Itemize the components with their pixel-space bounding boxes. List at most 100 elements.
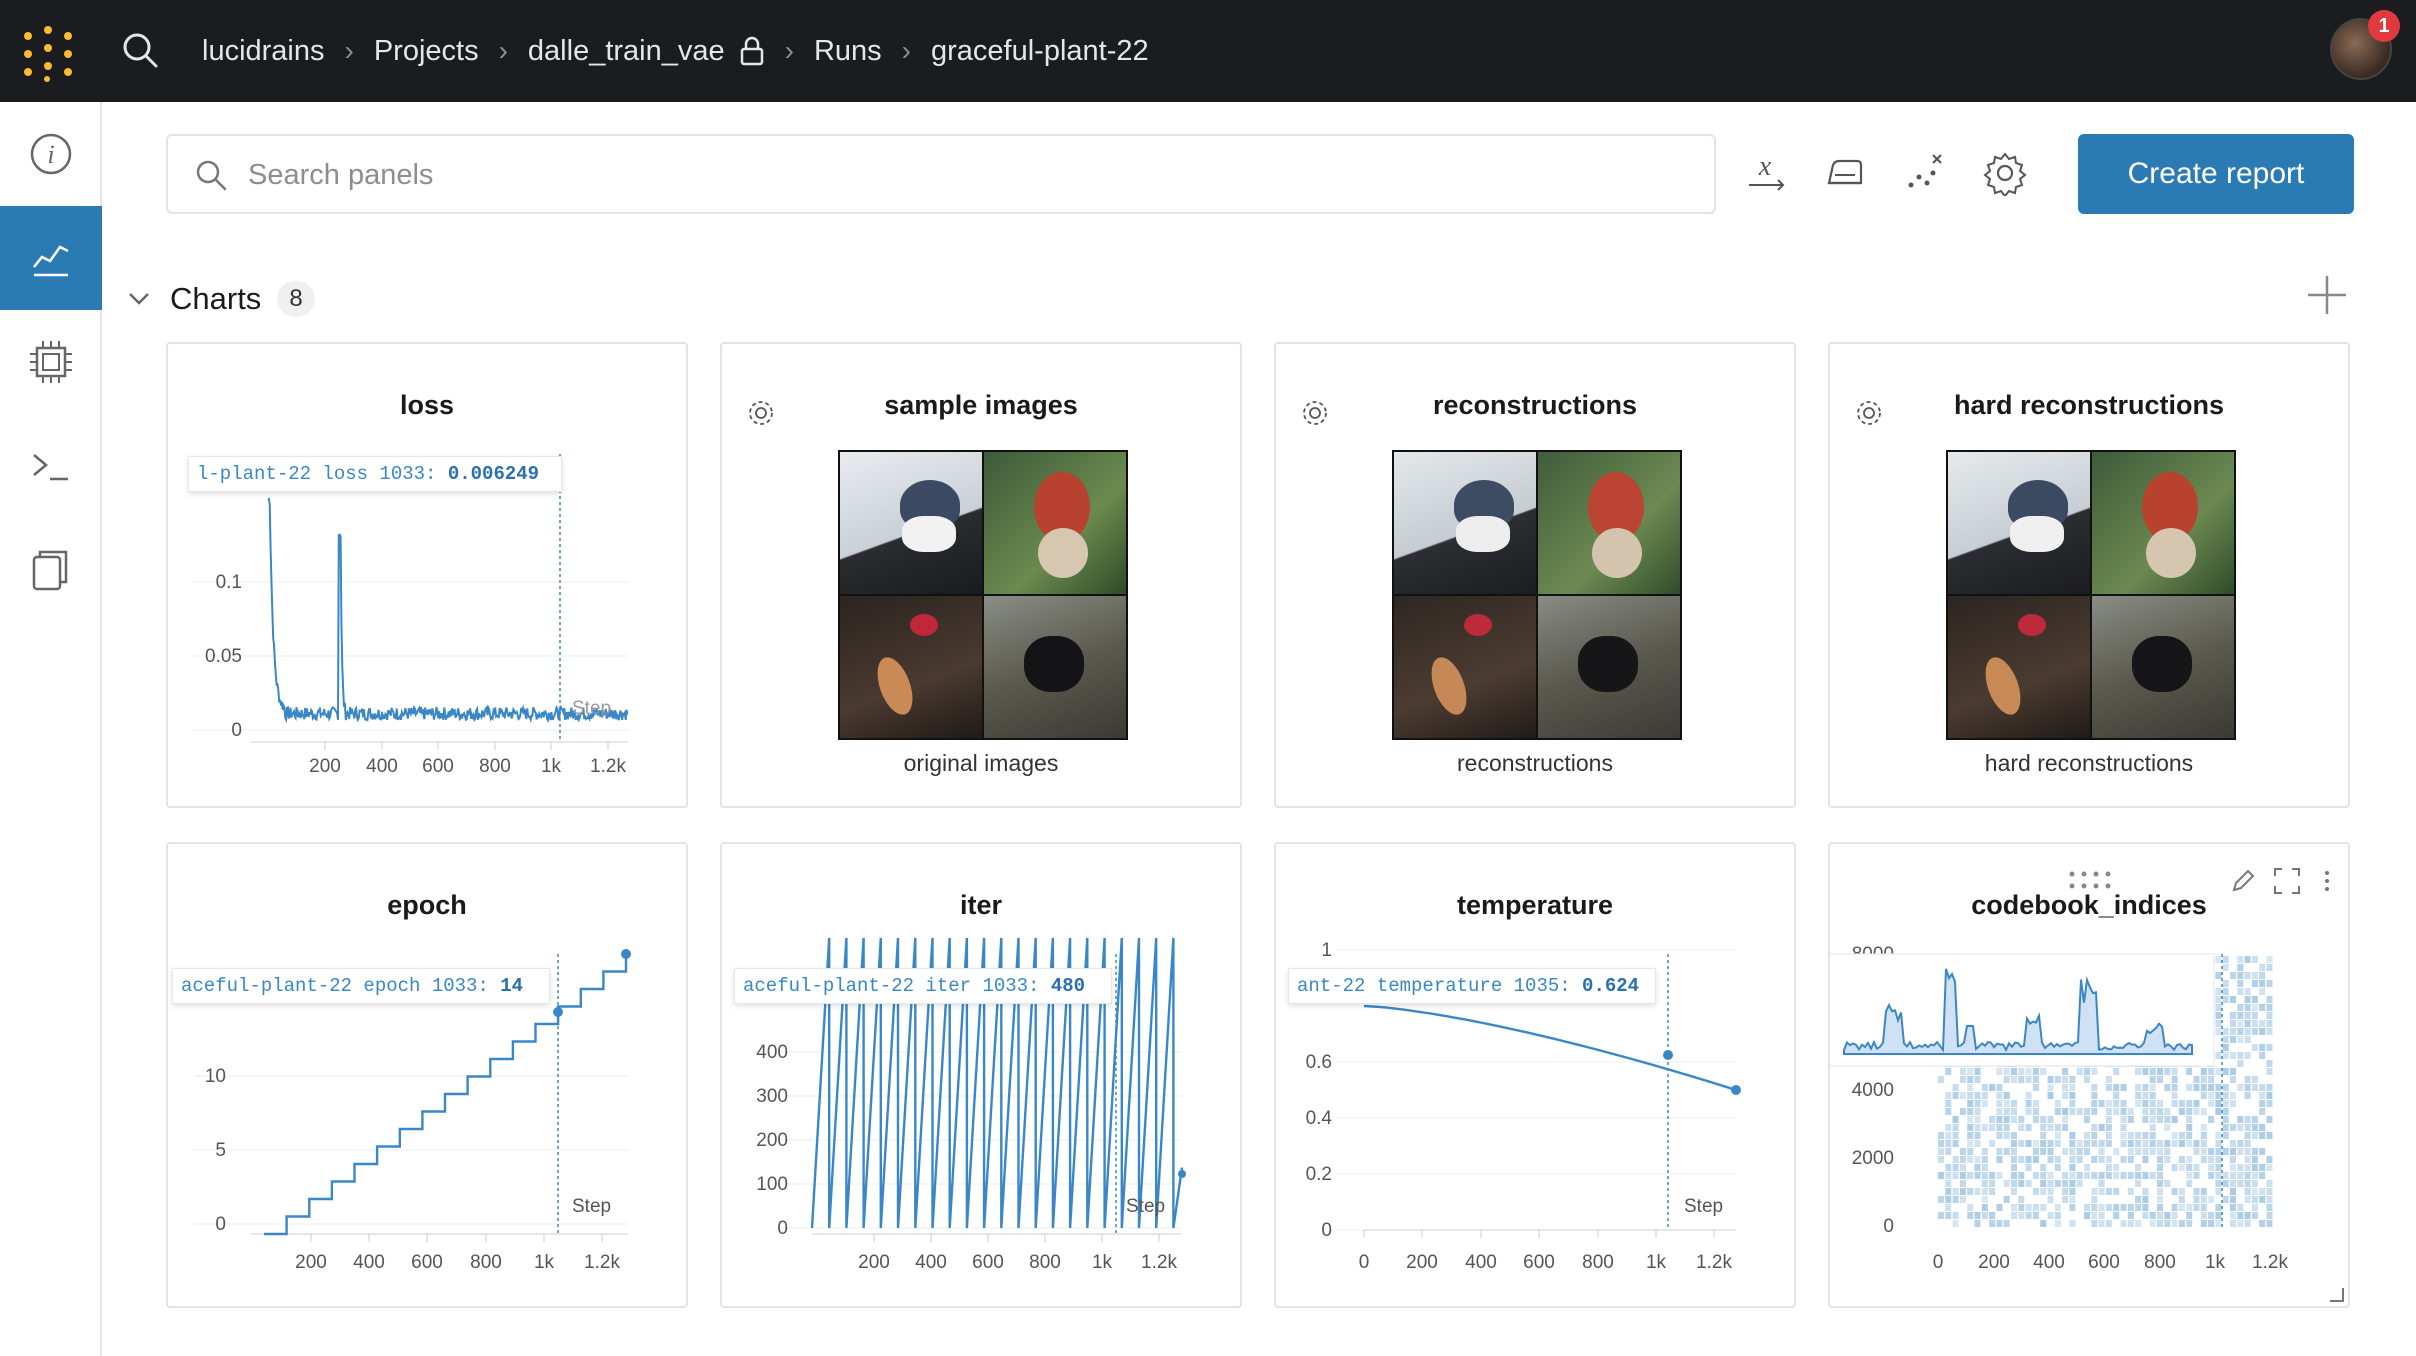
- settings-button[interactable]: [1980, 146, 2030, 200]
- panel-epoch[interactable]: epoch 10 5 0 200 400 600 800 1k 1.2k Ste…: [166, 842, 688, 1308]
- heatmap-cell: [2047, 1156, 2054, 1163]
- gear-icon[interactable]: [746, 398, 776, 428]
- heatmap-cell: [1974, 1220, 1981, 1227]
- heatmap-cell: [2025, 1100, 2032, 1107]
- search-icon[interactable]: [120, 30, 160, 70]
- heatmap-cell: [2127, 1108, 2134, 1115]
- heatmap-cell: [2047, 1212, 2054, 1219]
- heatmap-cell: [2157, 1172, 2163, 1179]
- heatmap-cell: [2259, 1028, 2266, 1035]
- step-label: Step: [572, 698, 611, 719]
- resize-handle-icon[interactable]: [2330, 1288, 2344, 1302]
- charts-section-header[interactable]: Charts 8: [124, 274, 315, 324]
- heatmap-cell: [2003, 1180, 2010, 1187]
- search-icon: [196, 160, 227, 191]
- heatmap-cell: [1959, 1068, 1966, 1075]
- smoothing-button[interactable]: [1820, 146, 1870, 200]
- wandb-logo-icon[interactable]: [22, 24, 78, 82]
- heatmap-cell: [1996, 1156, 2003, 1163]
- image-grid[interactable]: [1946, 450, 2236, 740]
- heatmap-cell: [2171, 1220, 2178, 1227]
- drag-handle-icon[interactable]: [2066, 868, 2114, 892]
- heatmap-cell: [2098, 1172, 2105, 1179]
- heatmap-cell: [2251, 1044, 2258, 1051]
- heatmap-cell: [1959, 1108, 1966, 1115]
- x-axis-button[interactable]: x: [1742, 146, 1792, 200]
- panel-reconstructions[interactable]: reconstructions reconstructions: [1274, 342, 1796, 808]
- notification-badge[interactable]: 1: [2368, 10, 2400, 42]
- heatmap-cell: [1981, 1212, 1988, 1219]
- heatmap-cell: [1996, 1092, 2003, 1099]
- heatmap-cell: [2215, 1204, 2222, 1211]
- histogram-line: [1843, 968, 2193, 1055]
- heatmap-cell: [1959, 1076, 1966, 1083]
- fullscreen-icon[interactable]: [2272, 866, 2302, 896]
- heatmap-cell: [2259, 1220, 2266, 1227]
- breadcrumb-run[interactable]: graceful-plant-22: [930, 34, 1149, 67]
- panel-loss[interactable]: loss 0.1 0.05 0 200 400 600 800 1k 1.2k …: [166, 342, 688, 808]
- sidebar-item-files[interactable]: [0, 518, 102, 622]
- panel-iter[interactable]: iter 400 300 200 100 0 200 400 600 800 1…: [720, 842, 1242, 1308]
- heatmap-cell: [2266, 1012, 2273, 1019]
- heatmap-cell: [1967, 1076, 1974, 1083]
- sidebar-item-logs[interactable]: [0, 414, 102, 518]
- sidebar-item-system[interactable]: [0, 310, 102, 414]
- panel-title: temperature: [1456, 890, 1614, 920]
- heatmap-cell: [2098, 1180, 2105, 1187]
- heatmap-cell: [2237, 1220, 2244, 1227]
- panel-sample-images[interactable]: sample images original images: [720, 342, 1242, 808]
- x-tick: 1k: [534, 1252, 555, 1273]
- breadcrumb-project[interactable]: dalle_train_vae: [527, 34, 725, 67]
- heatmap-cell: [2237, 1004, 2244, 1011]
- heatmap-cell: [2142, 1172, 2149, 1179]
- heatmap-cell: [1974, 1068, 1981, 1075]
- heatmap-cell: [2149, 1172, 2156, 1179]
- x-tick: 1k: [1092, 1252, 1113, 1273]
- image-grid[interactable]: [838, 450, 1128, 740]
- more-icon[interactable]: [2320, 866, 2334, 896]
- tooltip-label: aceful-plant-22 epoch 1033:: [181, 975, 501, 997]
- heatmap-cell: [2259, 1084, 2266, 1091]
- breadcrumb-projects[interactable]: Projects: [373, 34, 479, 67]
- heatmap-cell: [2215, 972, 2222, 979]
- heatmap-cell: [2200, 1196, 2207, 1203]
- heatmap-cell: [2230, 972, 2236, 979]
- hover-point: [1663, 1050, 1673, 1060]
- heatmap-cell: [2113, 1212, 2120, 1219]
- heatmap-cell: [2091, 1108, 2098, 1115]
- heatmap-cell: [1989, 1116, 1996, 1123]
- heatmap-cell: [2244, 1172, 2251, 1179]
- add-panel-icon[interactable]: [2304, 272, 2350, 318]
- heatmap-cell: [2215, 1220, 2222, 1227]
- sidebar-item-overview[interactable]: i: [0, 102, 102, 206]
- heatmap-cell: [2032, 1100, 2039, 1107]
- heatmap-cell: [2251, 1124, 2258, 1131]
- heatmap-cell: [2222, 1196, 2229, 1203]
- panel-codebook-indices[interactable]: codebook_indices 8000 4000 2000 0 0 200 …: [1828, 842, 2350, 1308]
- outliers-button[interactable]: [1900, 146, 1950, 200]
- heatmap-cell: [2062, 1108, 2069, 1115]
- search-input[interactable]: [248, 150, 1688, 200]
- breadcrumb-user[interactable]: lucidrains: [202, 34, 325, 67]
- panel-hard-reconstructions[interactable]: hard reconstructions hard reconstruction…: [1828, 342, 2350, 808]
- heatmap-cell: [2259, 1188, 2266, 1195]
- panel-temperature[interactable]: temperature 1 0.6 0.4 0.2 0 0 200 400 60…: [1274, 842, 1796, 1308]
- sidebar-item-charts[interactable]: [0, 206, 102, 310]
- heatmap-cell: [2032, 1084, 2039, 1091]
- x-tick: 200: [295, 1252, 327, 1273]
- heatmap-cell: [2127, 1116, 2134, 1123]
- heatmap-cell: [1959, 1148, 1966, 1155]
- avatar[interactable]: [2330, 18, 2392, 80]
- heatmap-cell: [2266, 980, 2273, 987]
- heatmap-cell: [2157, 1140, 2163, 1147]
- heatmap-cell: [2149, 1220, 2156, 1227]
- gear-icon[interactable]: [1300, 398, 1330, 428]
- breadcrumb-runs[interactable]: Runs: [813, 34, 882, 67]
- heatmap-cell: [2084, 1116, 2090, 1123]
- image-grid[interactable]: [1392, 450, 1682, 740]
- gear-icon[interactable]: [1854, 398, 1884, 428]
- pencil-icon[interactable]: [2228, 866, 2258, 896]
- create-report-button[interactable]: Create report: [2078, 134, 2354, 214]
- heatmap-cell: [2237, 1020, 2244, 1027]
- heatmap-cell: [2266, 1188, 2273, 1195]
